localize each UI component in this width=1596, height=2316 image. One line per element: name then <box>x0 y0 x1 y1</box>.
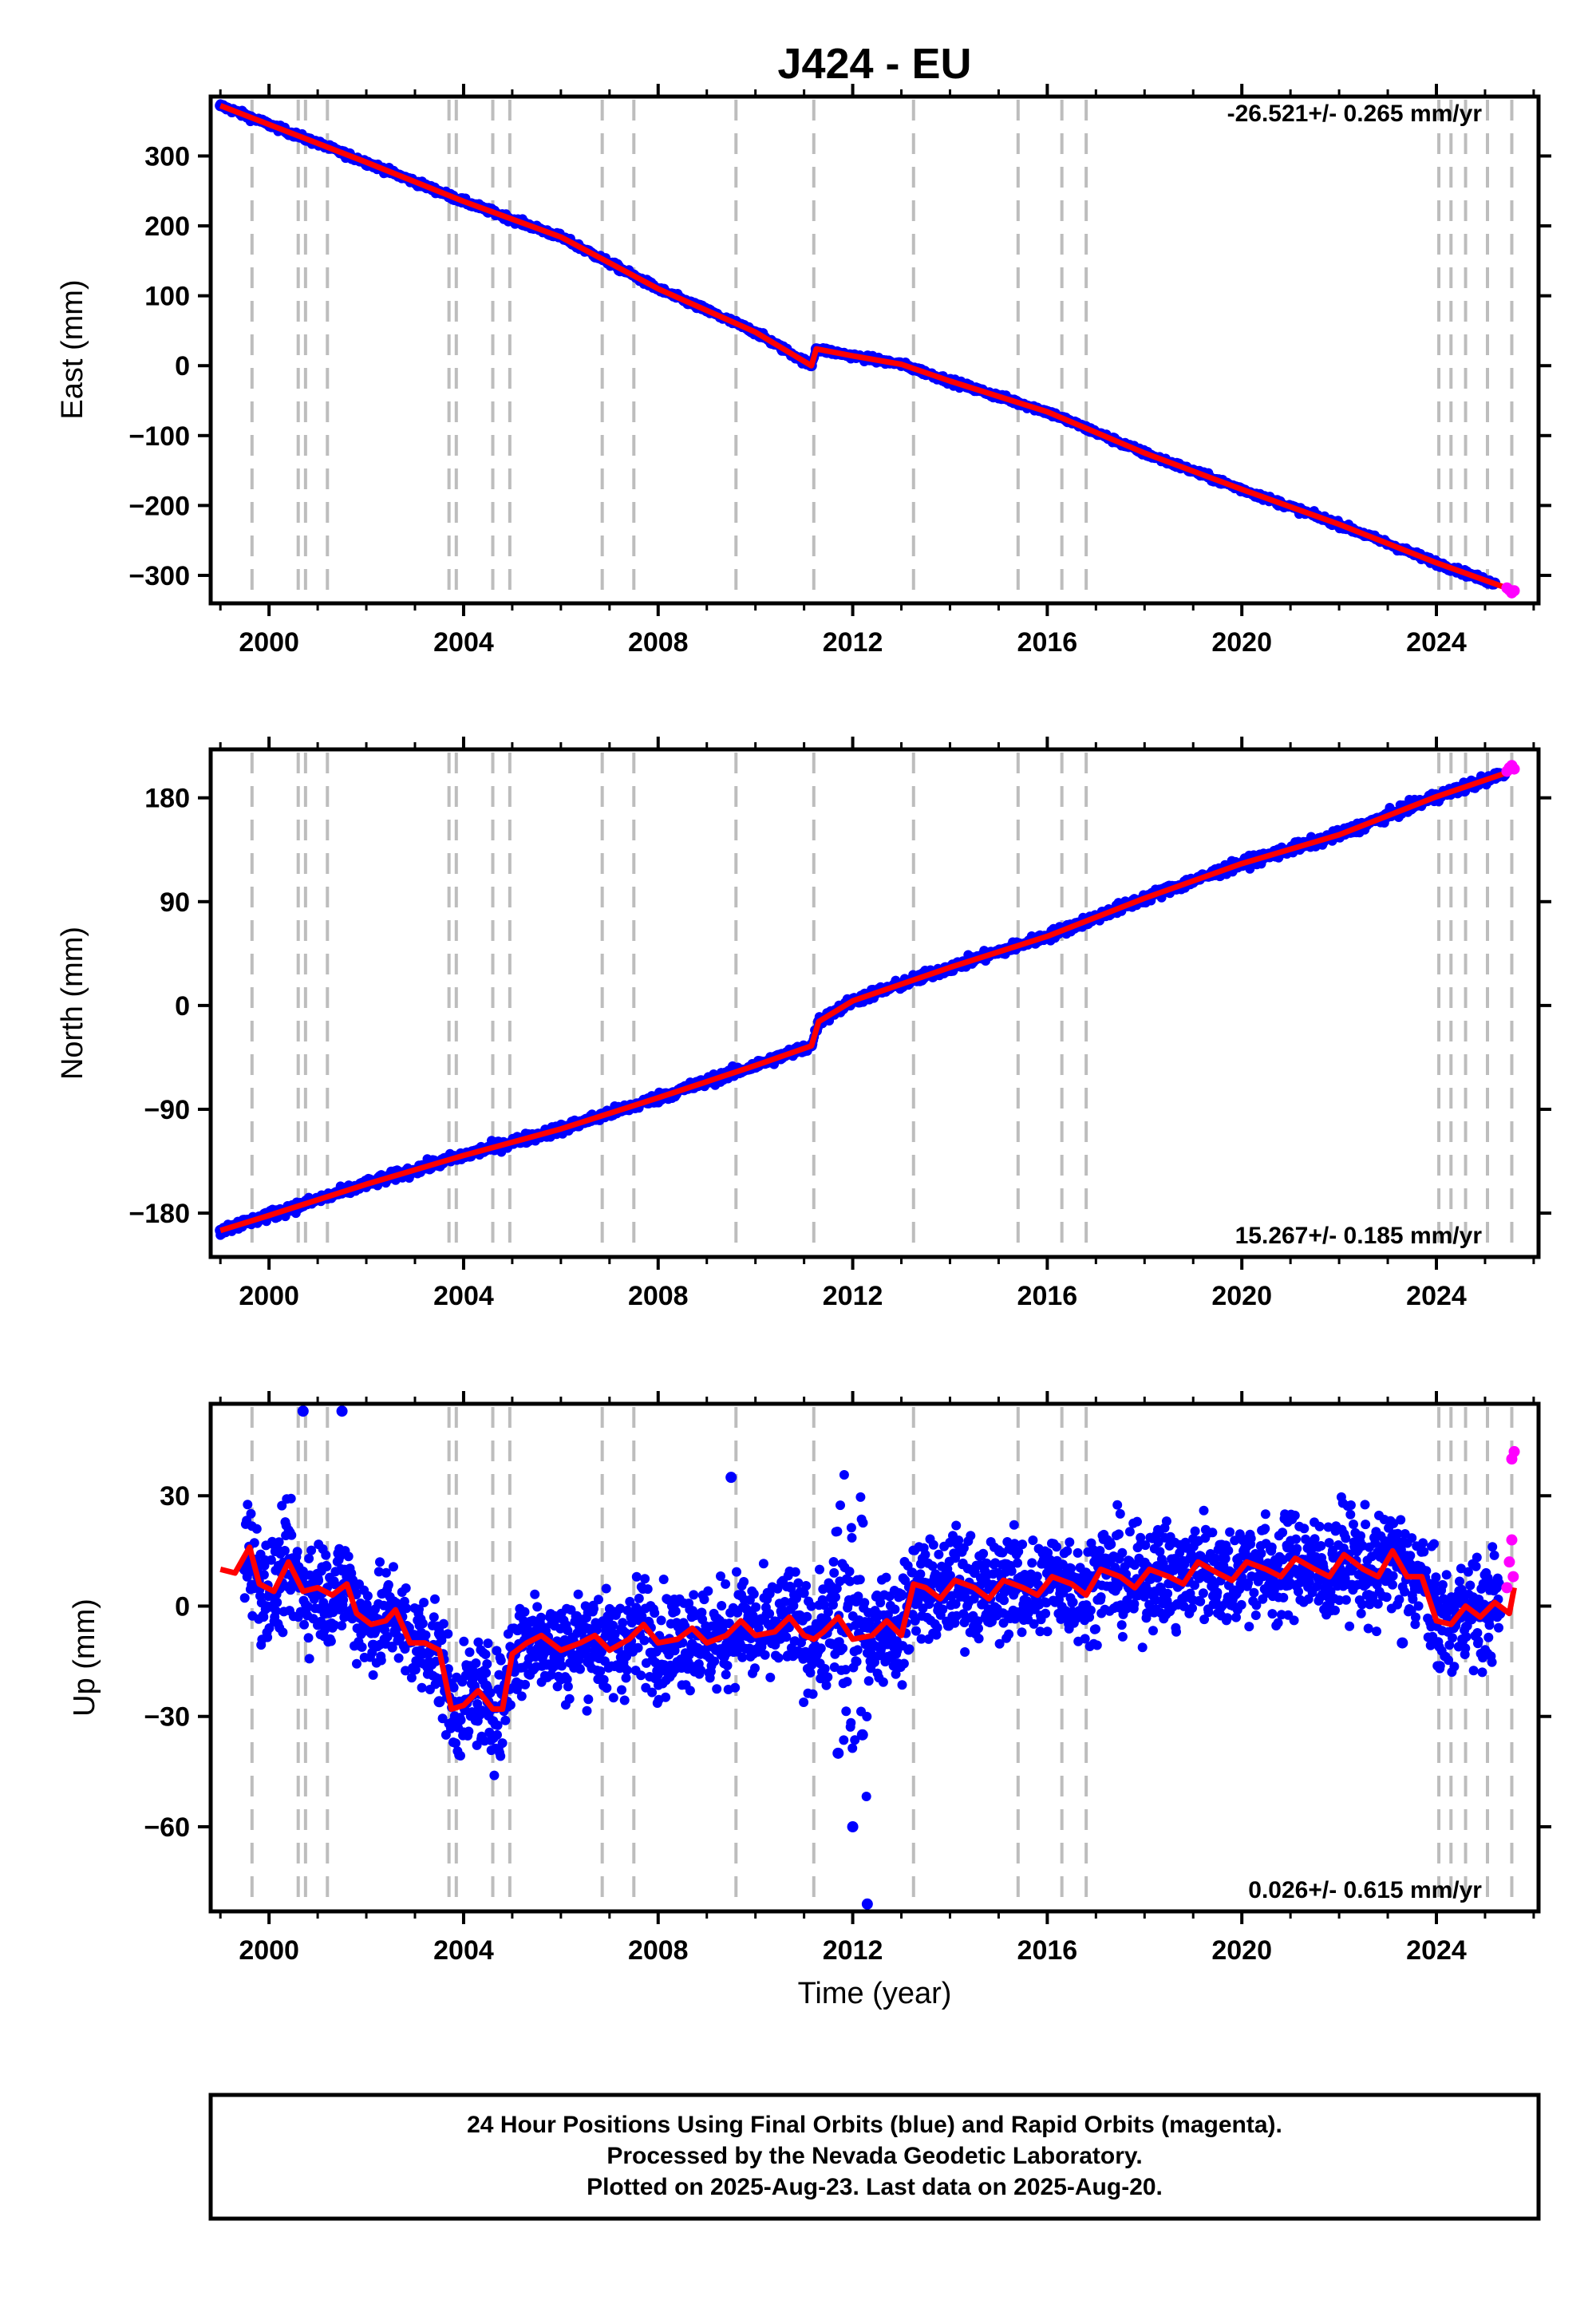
east-series <box>215 99 1520 599</box>
north-ylabel: North (mm) <box>56 927 89 1080</box>
east-x-tick-label: 2000 <box>239 627 299 658</box>
up-panel: 2000 2004 2008 2012 2016 2020 2024 30 0 −30 −60 Up… <box>68 1391 1551 1966</box>
north-rapid-point <box>1508 763 1520 775</box>
north-event-lines <box>250 753 1514 1254</box>
east-x-tick-label: 2004 <box>433 627 494 658</box>
north-x-tick-label: 2000 <box>239 1281 299 1311</box>
north-y-tick-label: −90 <box>144 1095 190 1125</box>
north-series <box>215 760 1520 1240</box>
up-ticks: 2000 2004 2008 2012 2016 2020 2024 30 0 −30 −60 <box>144 1391 1551 1966</box>
up-final-point <box>895 1589 907 1601</box>
up-y-tick-label: −30 <box>144 1702 190 1733</box>
north-plot-frame <box>208 747 1541 1259</box>
north-x-tick-label: 2008 <box>628 1281 689 1311</box>
up-y-tick-label: 0 <box>175 1591 190 1622</box>
up-x-tick-label: 2020 <box>1211 1935 1272 1966</box>
up-final-point <box>1065 1571 1077 1583</box>
up-final-point <box>297 1405 309 1417</box>
up-rapid-point <box>1507 1571 1519 1583</box>
east-rapid-point <box>1508 585 1520 597</box>
up-x-tick-label: 2004 <box>433 1935 494 1966</box>
up-final-point <box>603 1630 615 1642</box>
x-axis-label: Time (year) <box>798 1977 952 2010</box>
north-x-tick-label: 2016 <box>1017 1281 1078 1311</box>
north-x-tick-label: 2004 <box>433 1281 494 1311</box>
east-x-tick-label: 2024 <box>1406 627 1467 658</box>
east-event-lines <box>250 100 1514 600</box>
east-y-tick-label: 300 <box>144 141 190 172</box>
up-final-point <box>725 1472 737 1484</box>
up-series <box>219 1405 1520 1910</box>
east-x-tick-label: 2008 <box>628 627 689 658</box>
east-plot-frame <box>208 94 1541 606</box>
north-y-tick-label: 0 <box>175 991 190 1022</box>
up-x-tick-label: 2008 <box>628 1935 689 1966</box>
east-model-line <box>219 103 1515 594</box>
east-ticks: 2000 2004 2008 2012 2016 2020 2024 300 200 100 0 −1… <box>128 84 1551 658</box>
north-x-tick-label: 2012 <box>823 1281 883 1311</box>
north-ticks: 2000 2004 2008 2012 2016 2020 2024 180 90 0 −90 −18… <box>128 737 1551 1311</box>
east-rate-label: -26.521+/- 0.265 mm/yr <box>1227 101 1483 127</box>
up-x-tick-label: 2012 <box>823 1935 883 1966</box>
footer-line-3: Plotted on 2025-Aug-23. Last data on 202… <box>587 2174 1163 2200</box>
up-final-point <box>861 1898 873 1910</box>
up-rapid-point <box>1506 1453 1518 1465</box>
north-panel: 2000 2004 2008 2012 2016 2020 2024 180 90 0 −90 −18… <box>56 737 1551 1311</box>
up-final-point <box>433 1696 445 1708</box>
up-final-point <box>856 1729 868 1741</box>
east-ylabel: East (mm) <box>56 279 89 419</box>
footer-box: 24 Hour Positions Using Final Orbits (bl… <box>208 2093 1541 2221</box>
east-panel: 2000 2004 2008 2012 2016 2020 2024 300 200 100 0 −1… <box>56 84 1551 658</box>
up-x-tick-label: 2000 <box>239 1935 299 1966</box>
up-model-line <box>219 1544 1517 1712</box>
east-y-tick-label: 100 <box>144 282 190 312</box>
footer-line-2: Processed by the Nevada Geodetic Laborat… <box>606 2143 1142 2169</box>
up-x-tick-label: 2016 <box>1017 1935 1078 1966</box>
up-ylabel: Up (mm) <box>68 1599 101 1717</box>
up-final-point <box>1396 1637 1408 1649</box>
chart-title: J424 - EU <box>777 40 971 88</box>
footer-frame <box>208 2093 1541 2221</box>
east-x-tick-label: 2020 <box>1211 627 1272 658</box>
up-final-point <box>312 1575 324 1587</box>
up-rate-label: 0.026+/- 0.615 mm/yr <box>1248 1877 1482 1903</box>
east-x-tick-label: 2016 <box>1017 627 1078 658</box>
up-final-point <box>336 1405 348 1417</box>
north-rate-label: 15.267+/- 0.185 mm/yr <box>1235 1223 1483 1249</box>
east-y-tick-label: 200 <box>144 211 190 242</box>
up-y-tick-label: −60 <box>144 1812 190 1843</box>
up-rapid-point <box>1506 1534 1518 1546</box>
east-y-tick-label: −300 <box>128 561 190 591</box>
up-rapid-point <box>1501 1582 1513 1594</box>
up-y-tick-label: 30 <box>160 1481 190 1512</box>
up-final-point <box>847 1821 859 1832</box>
north-x-tick-label: 2020 <box>1211 1281 1272 1311</box>
east-y-tick-label: −200 <box>128 491 190 521</box>
up-final-point <box>239 1563 251 1575</box>
east-x-tick-label: 2012 <box>823 627 883 658</box>
north-model-line <box>219 767 1515 1234</box>
up-final-point <box>832 1747 844 1759</box>
footer-line-1: 24 Hour Positions Using Final Orbits (bl… <box>467 2112 1282 2138</box>
up-x-tick-label: 2024 <box>1406 1935 1467 1966</box>
north-y-tick-label: 180 <box>144 784 190 814</box>
east-y-tick-label: 0 <box>175 351 190 381</box>
north-y-tick-label: −180 <box>128 1199 190 1229</box>
north-y-tick-label: 90 <box>160 887 190 918</box>
up-rapid-point <box>1503 1556 1515 1568</box>
north-x-tick-label: 2024 <box>1406 1281 1467 1311</box>
up-plot-frame <box>208 1401 1541 1914</box>
east-y-tick-label: −100 <box>128 421 190 452</box>
